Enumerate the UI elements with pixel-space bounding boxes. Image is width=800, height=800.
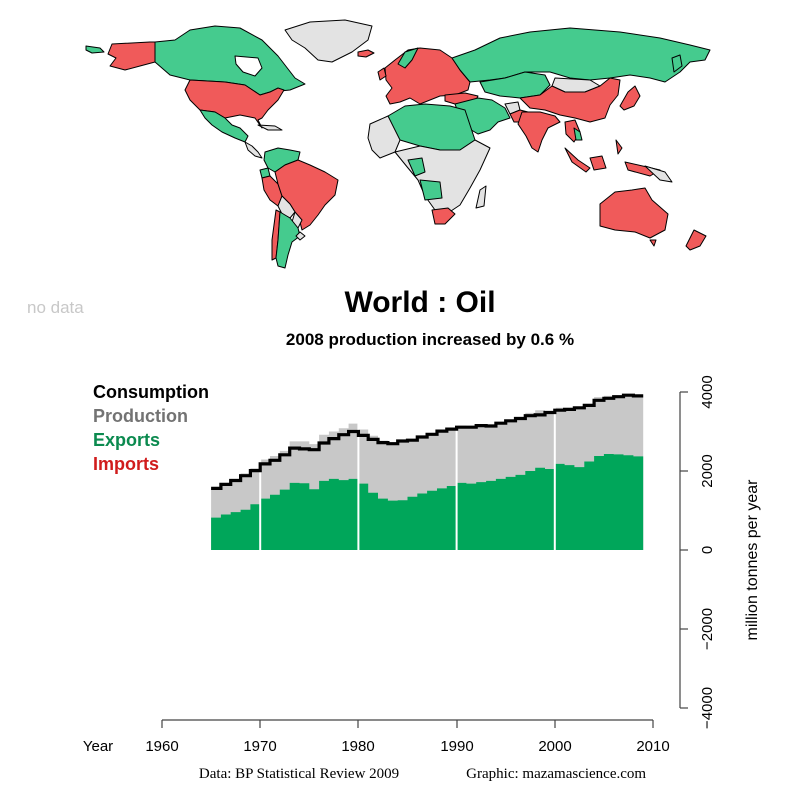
region-west-africa: [367, 115, 401, 159]
country-canada: [154, 25, 306, 96]
y-tick-2000: 2000: [699, 454, 716, 487]
exports-area: [211, 454, 644, 550]
x-tick-2010: 2010: [636, 738, 669, 755]
y-tick-neg2000: −2000: [699, 608, 716, 650]
country-mexico: [199, 109, 249, 143]
legend-item-imports: Imports: [93, 454, 160, 474]
graphic-credit: Graphic: mazamascience.com: [466, 766, 647, 782]
chart-legend: Consumption Production Exports Imports: [93, 380, 209, 476]
x-axis-tick-labels: Year 1960 1970 1980 1990 2000 2010: [83, 738, 670, 755]
y-tick-4000: 4000: [699, 375, 716, 408]
y-axis-label: million tonnes per year: [744, 479, 761, 641]
country-south-africa: [431, 207, 456, 225]
country-greenland: [284, 19, 373, 63]
map-legend-no-data: no data: [27, 298, 84, 317]
chart-title: World : Oil: [344, 286, 496, 319]
legend-item-exports: Exports: [93, 430, 161, 450]
y-axis-tick-labels: 4000 2000 0 −2000 −4000 million tonnes p…: [699, 375, 761, 729]
country-angola: [419, 179, 443, 201]
chart-subtitle: 2008 production increased by 0.6 %: [285, 330, 575, 349]
country-argentina: [275, 211, 301, 269]
country-iceland: [357, 49, 375, 58]
country-russia: [451, 27, 711, 83]
x-tick-2000: 2000: [538, 738, 571, 755]
x-axis-label: Year: [83, 738, 113, 755]
y-tick-0: 0: [699, 546, 716, 554]
country-alaska-usa: [107, 41, 156, 71]
consumption-line: [211, 393, 644, 490]
oil-time-series-chart: 4000 2000 0 −2000 −4000 million tonnes p…: [83, 375, 761, 755]
legend-item-production: Production: [93, 406, 188, 426]
x-tick-1960: 1960: [145, 738, 178, 755]
world-map: [85, 19, 711, 269]
region-central-africa: [394, 139, 491, 216]
country-australia: [599, 187, 669, 239]
country-china: [519, 77, 621, 123]
x-tick-1980: 1980: [341, 738, 374, 755]
footer-credits: Data: BP Statistical Review 2009 Graphic:…: [0, 766, 800, 783]
legend-item-consumption: Consumption: [93, 382, 209, 402]
data-source: Data: BP Statistical Review 2009: [198, 766, 400, 782]
x-axis: [161, 719, 654, 728]
country-kazakhstan: [479, 71, 551, 99]
x-tick-1970: 1970: [243, 738, 276, 755]
x-tick-1990: 1990: [440, 738, 473, 755]
country-new-zealand: [685, 229, 707, 251]
country-japan: [619, 85, 641, 111]
plot-areas: [211, 394, 644, 550]
y-tick-neg4000: −4000: [699, 687, 716, 729]
country-india: [517, 111, 561, 153]
y-axis: [679, 391, 688, 709]
